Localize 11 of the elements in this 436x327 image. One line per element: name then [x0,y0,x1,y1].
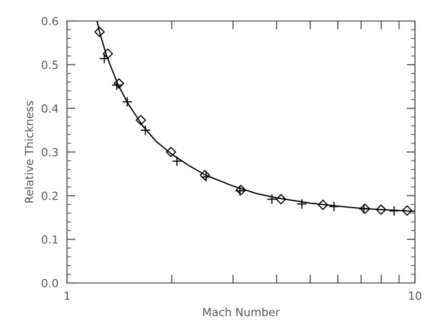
y-tick-label: 0.3 [42,148,58,156]
y-tick-label: 0.6 [42,16,58,26]
y-tick-label: 0.2 [42,192,58,200]
x-tick-label: 1 [64,292,70,300]
y-tick-label: 0.1 [42,235,58,244]
y-tick-label: 0.5 [42,60,58,70]
y-axis-title: Relative Thickness [24,100,34,203]
y-tick-label: 0.0 [42,278,58,288]
x-axis-title: Mach Number [203,308,280,316]
y-tick-label: 0.4 [42,104,58,113]
x-tick-label: 10 [409,292,422,300]
